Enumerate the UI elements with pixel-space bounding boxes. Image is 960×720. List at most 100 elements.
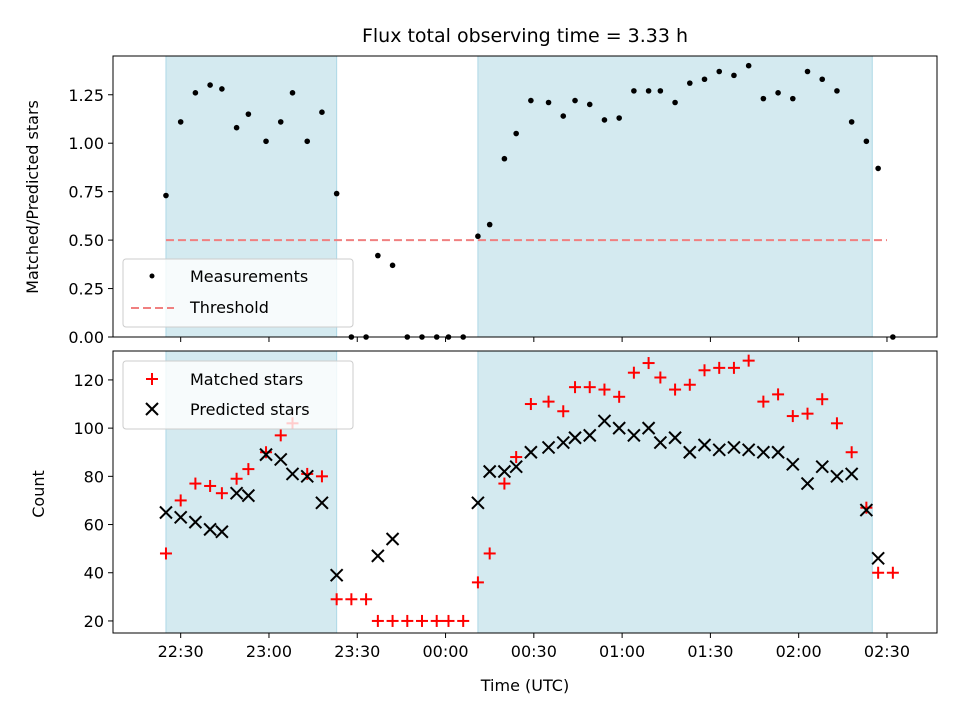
measurement-point bbox=[848, 119, 855, 125]
matched-point bbox=[345, 593, 358, 606]
predicted-point bbox=[274, 452, 288, 467]
bottom-x-ticks: 22:30 23:00 23:30 00:00 00:30 01:00 01:30 02:00… bbox=[158, 633, 910, 661]
measurement-point bbox=[319, 109, 325, 115]
matched-point bbox=[569, 381, 582, 394]
measurement-point bbox=[219, 86, 225, 92]
top-ytick-label: 0.25 bbox=[68, 280, 104, 299]
predicted-point bbox=[300, 469, 314, 484]
bottom-xtick-label: 01:30 bbox=[687, 642, 733, 661]
legend-measurements-marker bbox=[149, 273, 155, 279]
matched-point bbox=[772, 388, 785, 401]
predicted-point bbox=[800, 476, 815, 491]
top-ytick-label: 0.00 bbox=[68, 328, 104, 347]
measurement-point bbox=[790, 95, 796, 102]
legend-predicted-label: Predicted stars bbox=[190, 400, 310, 419]
matched-point bbox=[801, 407, 814, 420]
measurement-point bbox=[375, 252, 381, 259]
bottom-xtick-label: 02:30 bbox=[864, 642, 910, 661]
predicted-point bbox=[871, 551, 885, 565]
matched-point bbox=[669, 383, 682, 396]
measurement-point bbox=[486, 221, 493, 228]
matched-point bbox=[757, 395, 770, 408]
predicted-point bbox=[524, 445, 538, 459]
measurement-point bbox=[528, 97, 534, 104]
legend-threshold-label: Threshold bbox=[189, 298, 269, 317]
matched-point bbox=[583, 381, 596, 394]
bottom-ytick-label: 80 bbox=[84, 467, 104, 486]
predicted-point bbox=[627, 428, 641, 443]
matched-point bbox=[442, 614, 455, 627]
matched-point bbox=[430, 614, 443, 627]
predicted-point bbox=[727, 440, 741, 455]
measurement-point bbox=[501, 155, 508, 162]
shaded-interval bbox=[477, 55, 873, 338]
measurement-point bbox=[775, 90, 781, 96]
matched-point bbox=[471, 576, 484, 589]
matched-point bbox=[401, 614, 414, 627]
top-plot-frame bbox=[112, 55, 938, 338]
measurement-point bbox=[586, 101, 593, 108]
matched-point bbox=[872, 566, 885, 579]
matched-point bbox=[215, 487, 228, 500]
predicted-point bbox=[641, 421, 656, 435]
measurement-point bbox=[616, 115, 622, 121]
predicted-point bbox=[568, 431, 582, 445]
predicted-point bbox=[497, 464, 512, 479]
measurement-point bbox=[716, 68, 723, 75]
bottom-ytick-label: 120 bbox=[73, 371, 104, 390]
measurement-point bbox=[672, 99, 678, 106]
bottom-ytick-label: 60 bbox=[84, 516, 104, 535]
matched-point bbox=[416, 614, 428, 627]
matched-point bbox=[483, 547, 496, 560]
bottom-y-ticks: 20 40 60 80 100 120 bbox=[73, 371, 113, 631]
matched-point bbox=[174, 494, 187, 507]
predicted-point bbox=[815, 459, 829, 474]
predicted-point bbox=[583, 428, 597, 443]
predicted-point bbox=[786, 457, 800, 471]
legend-matched-marker bbox=[146, 373, 158, 385]
predicted-point bbox=[159, 505, 173, 520]
predicted-point bbox=[241, 488, 256, 503]
measurement-point bbox=[545, 99, 552, 106]
predicted-point bbox=[203, 522, 217, 537]
legend-matched-label: Matched stars bbox=[190, 370, 303, 389]
count-series bbox=[159, 354, 899, 627]
shaded-interval bbox=[477, 350, 873, 634]
measurement-point bbox=[804, 68, 811, 75]
matched-point bbox=[524, 398, 537, 411]
predicted-point bbox=[285, 467, 300, 481]
bottom-legend: Matched stars Predicted stars bbox=[122, 360, 354, 430]
bottom-xtick-label: 00:30 bbox=[511, 642, 557, 661]
legend-measurements-label: Measurements bbox=[190, 267, 308, 286]
predicted-point bbox=[215, 525, 229, 539]
predicted-point bbox=[597, 414, 612, 428]
matched-point bbox=[698, 364, 711, 377]
measurement-point bbox=[631, 88, 637, 94]
matched-point bbox=[498, 477, 511, 490]
matched-point bbox=[642, 357, 655, 370]
matched-point bbox=[159, 547, 172, 560]
matched-point bbox=[457, 614, 470, 627]
top-y-ticks: 0.00 0.25 0.50 0.75 1.00 1.25 bbox=[68, 86, 113, 347]
measurement-point bbox=[475, 233, 481, 240]
predicted-point bbox=[329, 568, 344, 582]
predicted-point bbox=[830, 469, 844, 484]
matched-point bbox=[654, 371, 667, 384]
matched-point bbox=[727, 361, 740, 374]
measurement-point bbox=[760, 95, 767, 102]
matched-point bbox=[713, 361, 726, 374]
predicted-point bbox=[471, 496, 485, 510]
predicted-point bbox=[697, 438, 712, 452]
bottom-ylabel: Count bbox=[29, 470, 48, 518]
measurement-point bbox=[560, 113, 567, 119]
matched-point bbox=[845, 446, 858, 459]
predicted-point bbox=[556, 435, 570, 450]
top-ytick-label: 1.25 bbox=[68, 86, 104, 105]
measurement-point bbox=[233, 124, 240, 131]
bottom-panel: 20 40 60 80 100 120 22:30 23:00 23:30 00:00 00:30… bbox=[29, 350, 938, 695]
measurement-point bbox=[333, 190, 340, 197]
top-legend: Measurements Threshold bbox=[122, 258, 354, 328]
predicted-point bbox=[653, 435, 668, 450]
top-x-ticks bbox=[180, 337, 888, 342]
predicted-point bbox=[188, 515, 203, 529]
